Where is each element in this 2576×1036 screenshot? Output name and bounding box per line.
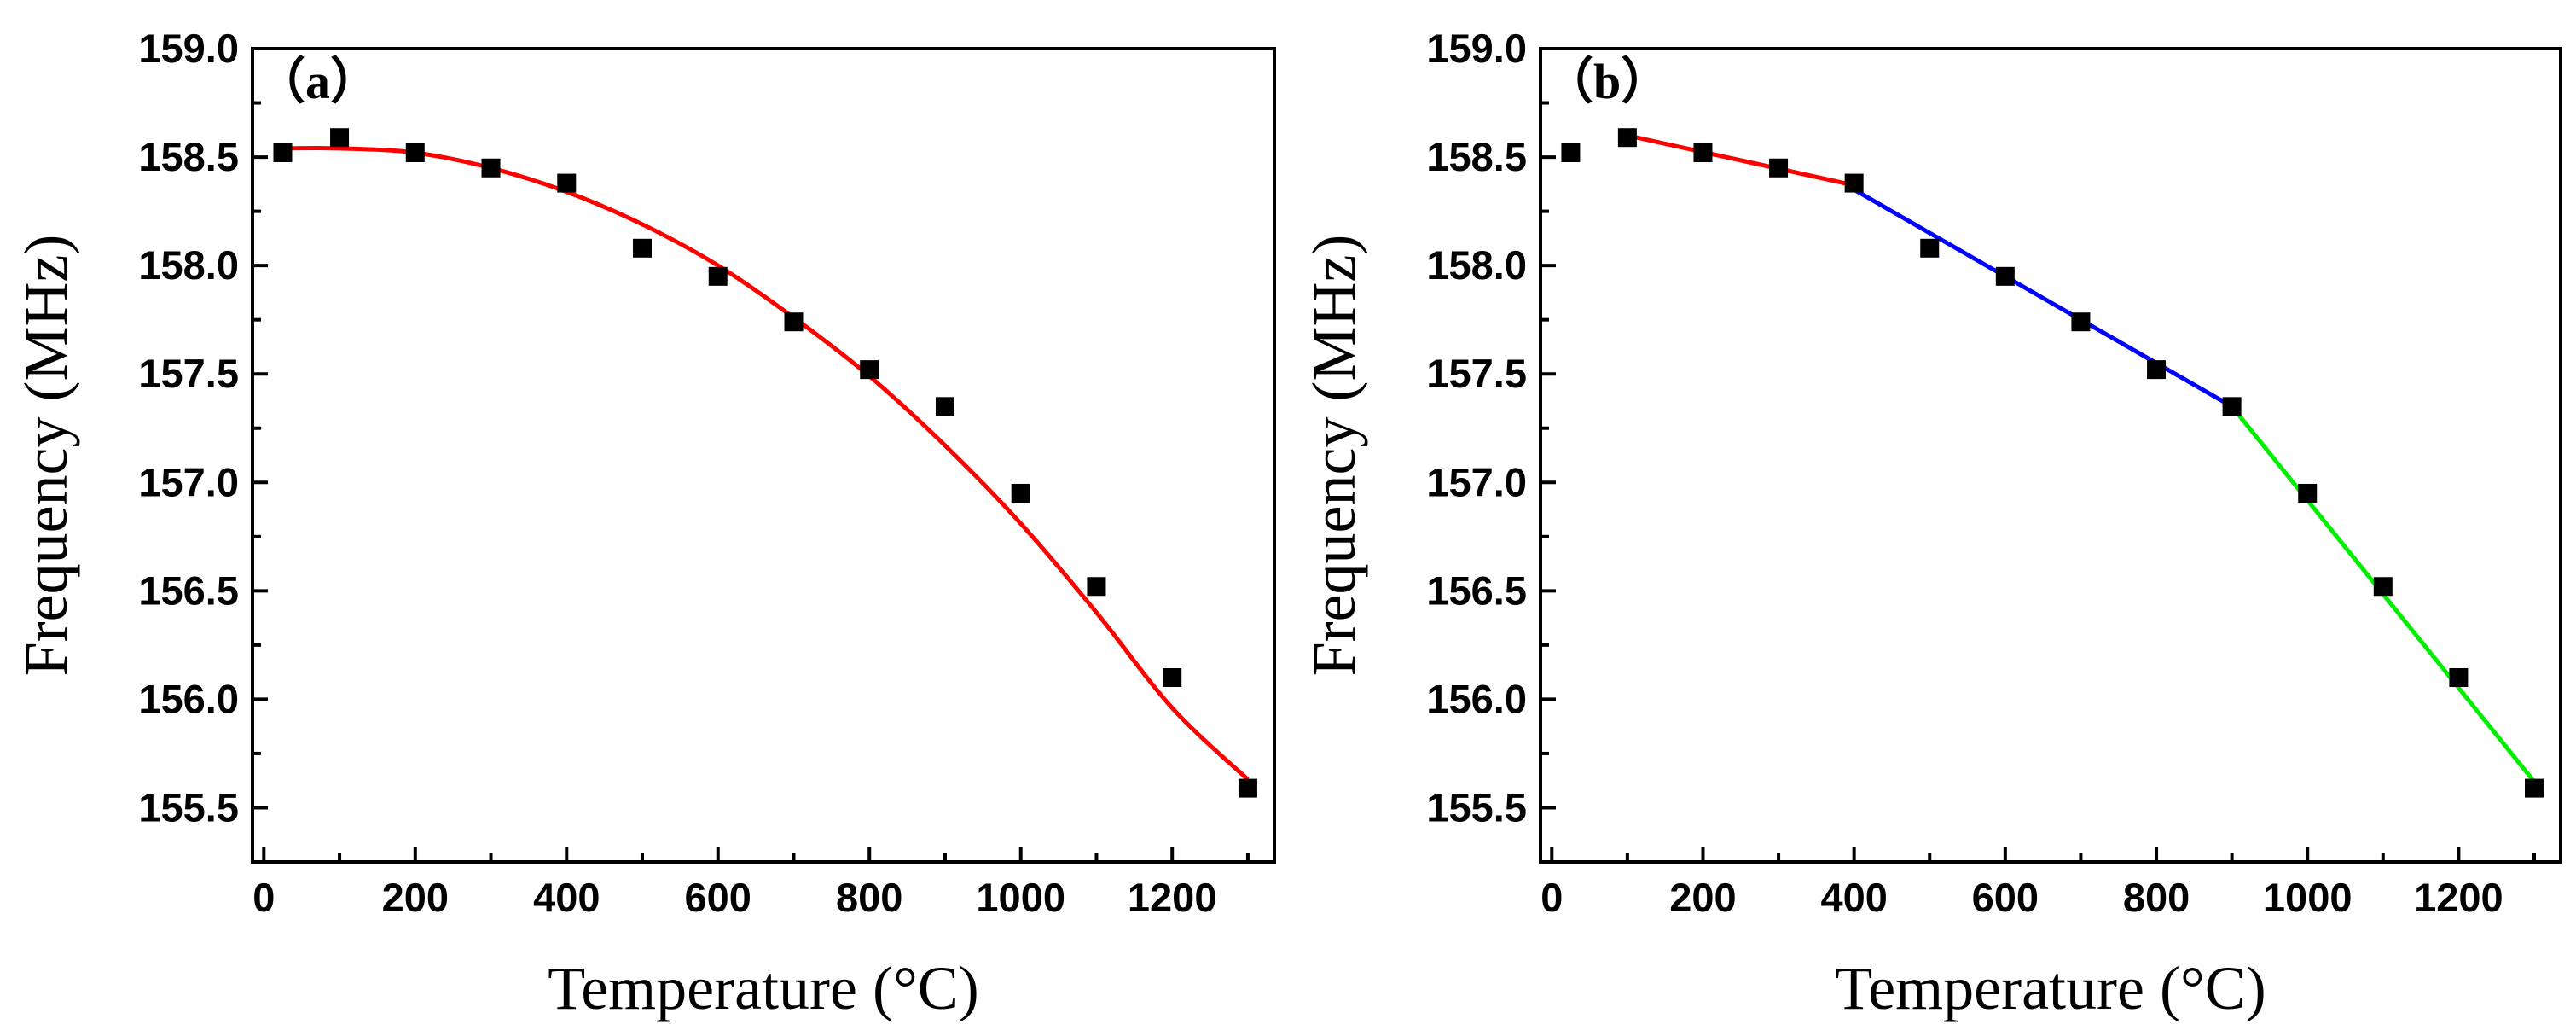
y-axis-title: Frequency (MHz) xyxy=(1300,235,1368,677)
data-point xyxy=(273,143,293,162)
x-tick-label: 0 xyxy=(1540,875,1563,920)
panel-label: （b） xyxy=(1544,54,1670,109)
data-point xyxy=(1769,158,1789,178)
x-tick-label: 800 xyxy=(836,875,902,920)
y-tick-label: 159.0 xyxy=(1426,26,1527,71)
x-tick-label: 400 xyxy=(533,875,600,920)
data-point xyxy=(2373,577,2393,597)
data-point xyxy=(633,238,653,258)
data-point xyxy=(1238,778,1257,798)
x-tick-label: 1000 xyxy=(976,875,1065,920)
x-tick-label: 800 xyxy=(2123,875,2190,920)
data-point xyxy=(2147,360,2167,380)
y-tick-label: 158.0 xyxy=(138,242,239,288)
y-tick-label: 159.0 xyxy=(138,26,239,71)
data-point xyxy=(935,397,954,416)
plot-frame xyxy=(251,47,1276,864)
x-tick-label: 600 xyxy=(1972,875,2039,920)
plot-frame xyxy=(1539,47,2562,864)
data-point xyxy=(405,143,425,162)
data-point xyxy=(860,360,879,380)
data-point xyxy=(330,128,350,148)
data-point xyxy=(1693,143,1713,162)
y-tick-label: 156.0 xyxy=(138,676,239,721)
y-tick-label: 156.5 xyxy=(1426,567,1527,613)
y-tick-label: 156.0 xyxy=(1426,676,1527,721)
data-point xyxy=(2449,667,2469,687)
y-tick-label: 157.0 xyxy=(138,459,239,504)
x-axis-title: Temperature (°C) xyxy=(1835,954,2266,1022)
x-tick-label: 600 xyxy=(685,875,751,920)
data-point xyxy=(1844,173,1864,193)
y-axis-title: Frequency (MHz) xyxy=(12,235,80,677)
y-tick-label: 155.5 xyxy=(1426,784,1527,829)
data-point xyxy=(784,312,804,332)
data-point xyxy=(708,266,728,286)
y-tick-label: 156.5 xyxy=(138,567,239,613)
y-tick-label: 157.5 xyxy=(138,351,239,396)
y-tick-label: 158.5 xyxy=(1426,134,1527,179)
x-tick-label: 1200 xyxy=(1128,875,1217,920)
data-point xyxy=(2524,778,2544,798)
data-point xyxy=(1617,128,1637,148)
x-tick-label: 200 xyxy=(382,875,449,920)
data-point xyxy=(2071,312,2091,332)
data-point xyxy=(557,173,577,193)
x-axis-title: Temperature (°C) xyxy=(548,954,979,1022)
data-point xyxy=(1920,238,1940,258)
data-point xyxy=(2298,483,2318,503)
y-tick-label: 158.5 xyxy=(138,134,239,179)
fit-line-2 xyxy=(1853,188,2233,409)
fit-line-1 xyxy=(1627,133,1855,188)
data-point xyxy=(1011,483,1030,503)
y-tick-label: 155.5 xyxy=(138,784,239,829)
chart-panel-b: 0 200 400 600 800 1000 1200 155.5 156.0 156.5 157.… xyxy=(1300,26,2562,1022)
data-point xyxy=(1087,577,1106,597)
y-tick-label: 158.0 xyxy=(1426,242,1527,288)
y-tick-label: 157.0 xyxy=(1426,459,1527,504)
y-tick-label: 157.5 xyxy=(1426,351,1527,396)
x-tick-label: 200 xyxy=(1669,875,1736,920)
x-tick-label: 1000 xyxy=(2263,875,2353,920)
x-tick-label: 1200 xyxy=(2414,875,2503,920)
data-point xyxy=(1163,667,1182,687)
data-point xyxy=(481,158,501,178)
data-point xyxy=(2222,397,2242,416)
chart-panel-a: 0 200 400 600 800 1000 1200 155.5 156.0 156.5 157.… xyxy=(12,26,1276,1022)
x-tick-label: 0 xyxy=(252,875,275,920)
fit-line-1 xyxy=(282,146,1250,782)
data-point xyxy=(1995,266,2015,286)
x-tick-label: 400 xyxy=(1820,875,1887,920)
panel-label: （a） xyxy=(256,54,380,109)
data-point xyxy=(1561,143,1581,162)
